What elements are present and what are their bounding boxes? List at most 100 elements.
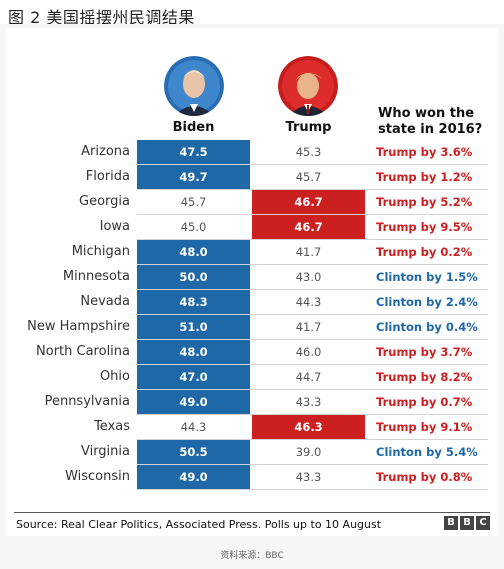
poll-table-panel: Biden Trump Who won the state in 2016? A… [6,28,498,536]
poll-row: Pennsylvania 49.0 43.3 Trump by 0.7% [6,390,498,415]
state-name: Virginia [80,444,130,459]
poll-row: New Hampshire 51.0 41.7 Clinton by 0.4% [6,315,498,340]
image-credit: 资料来源：BBC [220,551,284,561]
bbc-logo-letter: B [444,516,458,530]
state-name: Ohio [99,369,130,384]
trump-poll-value: 41.7 [252,315,365,339]
row-divider [137,464,488,465]
trump-poll-value: 44.7 [252,365,365,389]
biden-poll-value: 49.0 [137,390,250,414]
won-2016-value: Trump by 3.7% [376,345,473,359]
row-divider [137,264,488,265]
won-2016-value: Trump by 9.1% [376,420,473,434]
state-name: Minnesota [62,269,130,284]
biden-poll-value: 45.7 [137,190,250,214]
trump-poll-value: 43.0 [252,265,365,289]
poll-row: Arizona 47.5 45.3 Trump by 3.6% [6,140,498,165]
trump-poll-value: 45.7 [252,165,365,189]
state-name: Pennsylvania [44,394,130,409]
state-name: Iowa [99,219,130,234]
trump-poll-value: 46.0 [252,340,365,364]
who-won-header-line2: state in 2016? [378,122,483,137]
won-2016-value: Clinton by 2.4% [376,295,478,309]
won-2016-value: Clinton by 5.4% [376,445,478,459]
who-won-header: Who won the state in 2016? [378,106,488,138]
trump-avatar [278,56,338,116]
row-divider [137,239,488,240]
state-name: Georgia [79,194,130,209]
won-2016-value: Clinton by 1.5% [376,270,478,284]
source-divider [14,512,490,513]
trump-poll-value: 43.3 [252,465,365,489]
won-2016-value: Trump by 0.2% [376,245,473,259]
biden-poll-value: 44.3 [137,415,250,439]
trump-poll-value: 39.0 [252,440,365,464]
biden-avatar [164,56,224,116]
bbc-logo-letter: B [460,516,474,530]
row-divider [137,389,488,390]
won-2016-value: Trump by 5.2% [376,195,473,209]
state-name: Wisconsin [65,469,130,484]
trump-poll-value: 46.3 [252,415,365,439]
row-divider [137,364,488,365]
biden-poll-value: 48.0 [137,240,250,264]
row-divider [137,314,488,315]
poll-row: Michigan 48.0 41.7 Trump by 0.2% [6,240,498,265]
poll-row: Texas 44.3 46.3 Trump by 9.1% [6,415,498,440]
biden-poll-value: 49.0 [137,465,250,489]
state-name: Florida [85,169,130,184]
biden-column-header: Biden [172,120,215,135]
state-name: North Carolina [36,344,130,359]
won-2016-value: Trump by 9.5% [376,220,473,234]
won-2016-value: Trump by 1.2% [376,170,473,184]
trump-column-header: Trump [285,120,332,135]
biden-poll-value: 48.0 [137,340,250,364]
poll-row: Virginia 50.5 39.0 Clinton by 5.4% [6,440,498,465]
poll-row: Nevada 48.3 44.3 Clinton by 2.4% [6,290,498,315]
trump-poll-value: 45.3 [252,140,365,164]
won-2016-value: Trump by 3.6% [376,145,473,159]
poll-row: Georgia 45.7 46.7 Trump by 5.2% [6,190,498,215]
biden-poll-value: 51.0 [137,315,250,339]
won-2016-value: Trump by 0.7% [376,395,473,409]
row-divider [137,489,488,490]
biden-poll-value: 48.3 [137,290,250,314]
trump-poll-value: 46.7 [252,190,365,214]
row-divider [137,164,488,165]
biden-poll-value: 45.0 [137,215,250,239]
state-name: New Hampshire [27,319,130,334]
who-won-header-line1: Who won the [378,106,475,121]
poll-row: Ohio 47.0 44.7 Trump by 8.2% [6,365,498,390]
biden-poll-value: 47.5 [137,140,250,164]
poll-row: Wisconsin 49.0 43.3 Trump by 0.8% [6,465,498,490]
trump-poll-value: 43.3 [252,390,365,414]
won-2016-value: Trump by 8.2% [376,370,473,384]
biden-poll-value: 50.5 [137,440,250,464]
row-divider [137,339,488,340]
biden-poll-value: 47.0 [137,365,250,389]
row-divider [137,439,488,440]
bbc-logo: B B C [444,516,490,530]
poll-row: Iowa 45.0 46.7 Trump by 9.5% [6,215,498,240]
row-divider [137,289,488,290]
state-name: Arizona [81,144,130,159]
trump-poll-value: 44.3 [252,290,365,314]
row-divider [137,414,488,415]
row-divider [137,214,488,215]
figure-title: 图 2 美国摇摆州民调结果 [8,8,195,27]
state-name: Michigan [71,244,130,259]
biden-poll-value: 49.7 [137,165,250,189]
poll-row: Minnesota 50.0 43.0 Clinton by 1.5% [6,265,498,290]
bbc-logo-letter: C [476,516,490,530]
trump-poll-value: 46.7 [252,215,365,239]
trump-poll-value: 41.7 [252,240,365,264]
poll-row: North Carolina 48.0 46.0 Trump by 3.7% [6,340,498,365]
won-2016-value: Clinton by 0.4% [376,320,478,334]
row-divider [137,189,488,190]
poll-row: Florida 49.7 45.7 Trump by 1.2% [6,165,498,190]
state-name: Nevada [80,294,130,309]
biden-poll-value: 50.0 [137,265,250,289]
source-note: Source: Real Clear Politics, Associated … [16,518,382,531]
won-2016-value: Trump by 0.8% [376,470,473,484]
state-name: Texas [94,419,130,434]
